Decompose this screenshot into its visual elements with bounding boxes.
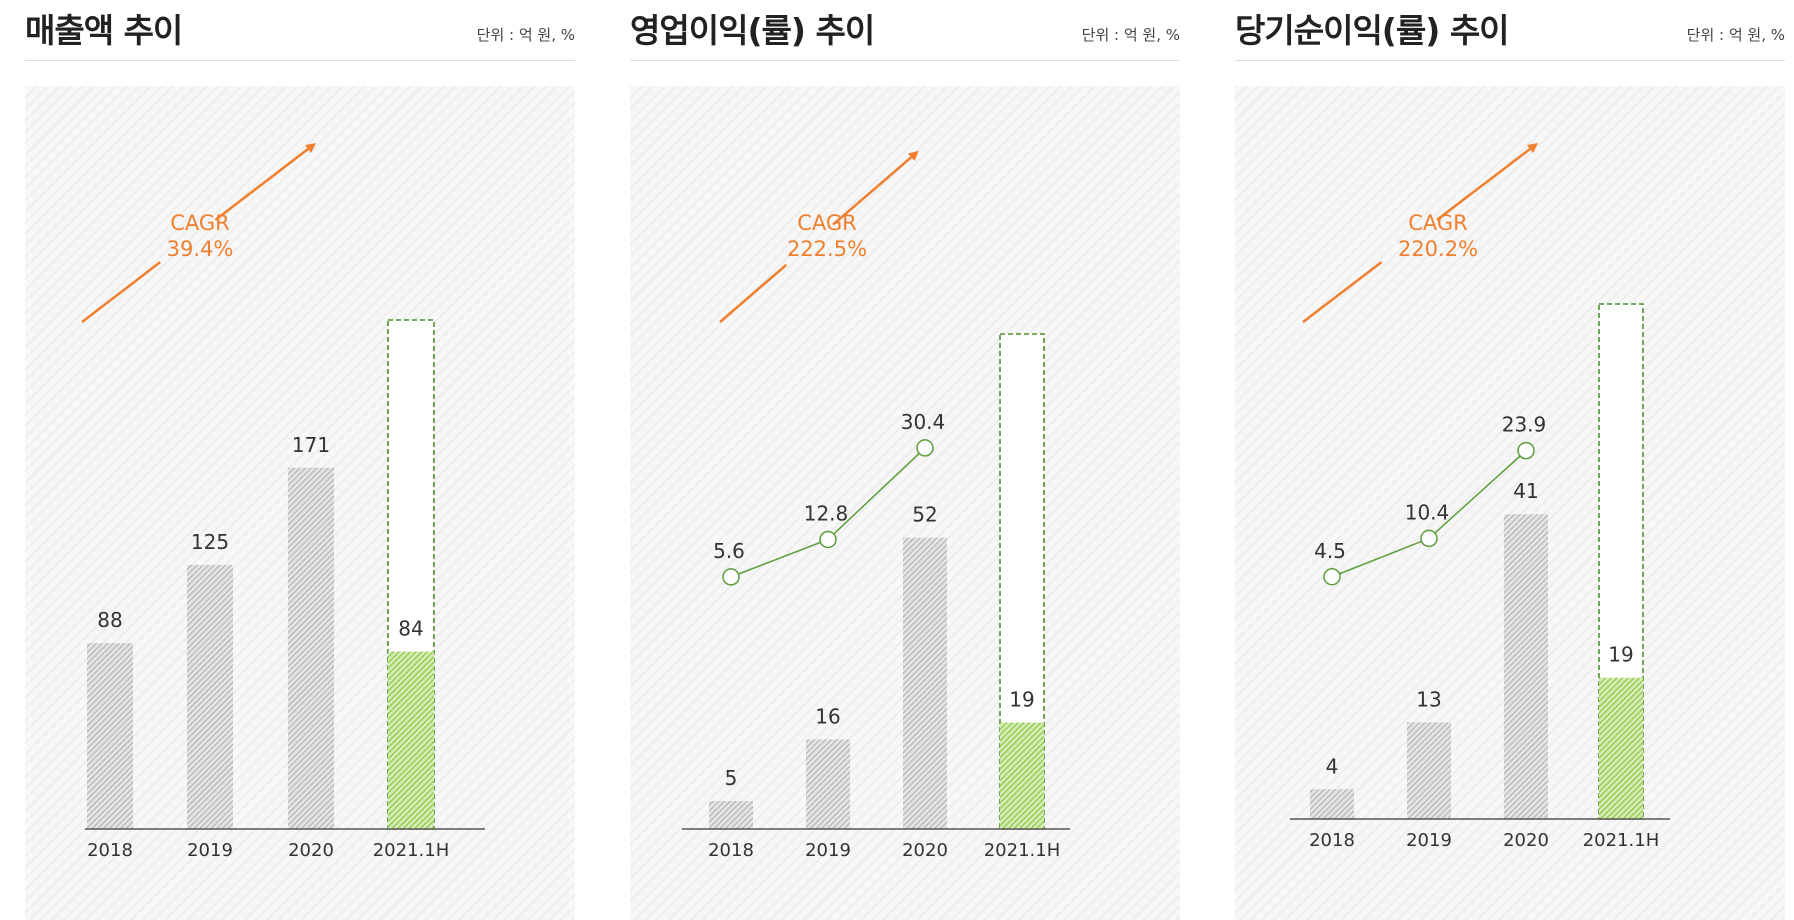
panel-title: 당기순이익(률) 추이 xyxy=(1235,11,1510,50)
margin-value-label: 5.6 xyxy=(713,539,745,563)
bar xyxy=(1407,722,1451,819)
margin-point xyxy=(1420,529,1438,548)
cagr-arrow-tail xyxy=(1302,261,1383,323)
cagr-arrow-head xyxy=(214,142,316,221)
bar-value-label: 171 xyxy=(292,433,330,457)
x-tick-label: 2019 xyxy=(805,840,851,861)
net-income-panel: 당기순이익(률) 추이 단위 : 억 원, % 4 2018 13 2019 41 202… xyxy=(1235,0,1785,920)
margin-value-label: 23.9 xyxy=(1502,413,1547,437)
cagr-label: CAGR xyxy=(1408,211,1468,235)
bar-highlight xyxy=(1599,677,1643,819)
bar xyxy=(288,467,334,829)
bar-value-label: 5 xyxy=(725,766,738,790)
margin-point xyxy=(1517,441,1535,460)
bar xyxy=(903,537,947,829)
cagr-value: 39.4% xyxy=(167,237,234,261)
bar xyxy=(1310,789,1354,819)
margin-point xyxy=(1323,568,1341,586)
margin-value-label: 12.8 xyxy=(804,501,849,525)
cagr-arrow-head xyxy=(832,150,919,226)
cagr-value: 222.5% xyxy=(787,237,867,261)
net-income-chart: 4 2018 13 2019 41 2020 19 2021.1H 4.5 10.4 23.9 CAG… xyxy=(1235,86,1785,920)
revenue-panel: 매출액 추이 단위 : 억 원, % 88 2018 125 2019 171 2020 8… xyxy=(25,0,575,920)
x-tick-label: 2020 xyxy=(288,840,334,861)
x-tick-label: 2018 xyxy=(708,840,754,861)
x-tick-label: 2019 xyxy=(187,840,233,861)
bar-value-label: 19 xyxy=(1608,643,1633,667)
bar-value-label: 88 xyxy=(97,608,122,632)
x-tick-label: 2021.1H xyxy=(1583,830,1660,851)
bar-value-label: 16 xyxy=(815,704,840,728)
margin-value-label: 4.5 xyxy=(1314,539,1346,563)
cagr-arrow-head xyxy=(1436,142,1538,221)
x-tick-label: 2018 xyxy=(87,840,133,861)
title-divider xyxy=(630,60,1180,61)
x-tick-label: 2019 xyxy=(1406,830,1452,851)
panel-title: 매출액 추이 xyxy=(25,11,183,50)
cagr-arrow-tail xyxy=(81,261,161,323)
bar-value-label: 125 xyxy=(191,530,229,554)
x-tick-label: 2021.1H xyxy=(373,840,450,861)
x-tick-label: 2020 xyxy=(902,840,948,861)
operating-profit-chart: 5 2018 16 2019 52 2020 19 2021.1H 5.6 12.8 30.4 CAG… xyxy=(630,86,1180,920)
bar-value-label: 41 xyxy=(1513,479,1538,503)
unit-label: 단위 : 억 원, % xyxy=(1081,26,1180,44)
title-divider xyxy=(25,60,575,61)
margin-point xyxy=(722,568,740,586)
x-tick-label: 2020 xyxy=(1503,830,1549,851)
bar-highlight xyxy=(1000,722,1044,829)
cagr-arrow-tail xyxy=(719,263,788,323)
panel-title: 영업이익(률) 추이 xyxy=(630,11,875,50)
margin-value-label: 10.4 xyxy=(1405,500,1450,524)
margin-value-label: 30.4 xyxy=(901,410,946,434)
bar-value-label: 52 xyxy=(912,503,937,527)
unit-label: 단위 : 억 원, % xyxy=(1686,26,1785,44)
x-tick-label: 2018 xyxy=(1309,830,1355,851)
bar-value-label: 84 xyxy=(398,617,423,641)
bar-highlight xyxy=(388,651,434,829)
title-divider xyxy=(1235,60,1785,61)
bar-value-label: 13 xyxy=(1416,687,1441,711)
unit-label: 단위 : 억 원, % xyxy=(476,26,575,44)
margin-point xyxy=(819,530,837,549)
x-tick-label: 2021.1H xyxy=(984,840,1061,861)
bar-value-label: 19 xyxy=(1009,688,1034,712)
cagr-value: 220.2% xyxy=(1398,237,1478,261)
bar-value-label: 4 xyxy=(1326,754,1339,778)
bar xyxy=(87,643,133,829)
bar xyxy=(187,564,233,829)
bar xyxy=(806,739,850,829)
bar xyxy=(1504,514,1548,819)
margin-point xyxy=(916,439,934,457)
cagr-label: CAGR xyxy=(170,211,230,235)
cagr-label: CAGR xyxy=(797,211,857,235)
operating-profit-panel: 영업이익(률) 추이 단위 : 억 원, % 5 2018 16 2019 52 2020… xyxy=(630,0,1180,920)
bar xyxy=(709,800,753,829)
